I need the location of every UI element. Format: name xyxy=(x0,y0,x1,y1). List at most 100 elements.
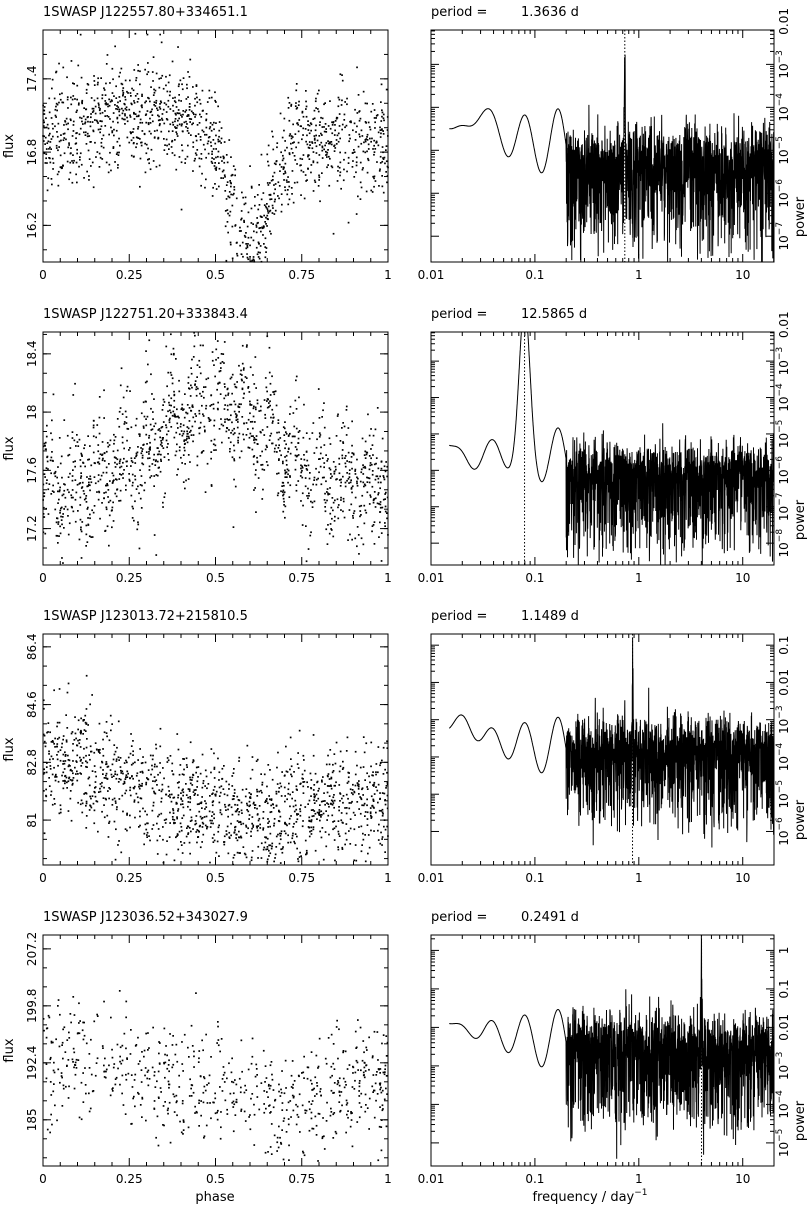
lightcurve-point xyxy=(269,844,272,847)
lightcurve-point xyxy=(173,393,176,396)
lightcurve-point xyxy=(288,817,291,820)
lightcurve-point xyxy=(56,476,58,479)
lightcurve-point xyxy=(132,507,134,510)
periodogram-frame xyxy=(430,29,775,263)
lightcurve-point xyxy=(59,509,62,512)
lightcurve-point xyxy=(45,766,48,768)
lightcurve-point xyxy=(268,194,271,196)
lightcurve-point xyxy=(304,128,307,130)
lightcurve-point xyxy=(102,754,105,757)
lightcurve-point xyxy=(47,127,50,130)
lightcurve-point xyxy=(223,765,225,767)
lightcurve-point xyxy=(80,732,82,735)
lightcurve-point xyxy=(220,142,222,144)
lightcurve-point xyxy=(322,812,325,815)
lightcurve-point xyxy=(375,811,377,814)
lightcurve-point xyxy=(305,853,307,856)
lightcurve-point xyxy=(139,797,142,799)
lightcurve-point xyxy=(241,344,244,347)
lightcurve-point xyxy=(303,769,306,772)
lightcurve-point xyxy=(323,426,326,429)
lightcurve-point xyxy=(334,515,336,518)
lightcurve-point xyxy=(70,147,72,149)
lightcurve-point xyxy=(111,798,114,801)
lightcurve-point xyxy=(324,831,327,833)
lightcurve-point xyxy=(64,774,67,777)
lightcurve-point xyxy=(342,766,345,769)
lightcurve-point xyxy=(81,811,84,814)
lightcurve-point xyxy=(195,139,198,142)
lightcurve-point xyxy=(226,209,229,211)
lightcurve-point xyxy=(313,784,316,786)
lightcurve-point xyxy=(277,820,280,822)
lightcurve-point xyxy=(340,481,342,484)
lightcurve-point xyxy=(72,394,75,396)
lightcurve-point xyxy=(55,745,58,748)
lightcurve-point xyxy=(74,382,76,385)
lightcurve-point xyxy=(369,496,372,498)
lightcurve-point xyxy=(60,515,62,518)
lightcurve-frame xyxy=(42,331,389,566)
lightcurve-point xyxy=(289,736,292,739)
lightcurve-point xyxy=(172,124,175,126)
lightcurve-point xyxy=(386,825,388,828)
lightcurve-ytick-label: 17.2 xyxy=(25,515,39,542)
lightcurve-point xyxy=(183,121,186,124)
lightcurve-point xyxy=(106,483,108,485)
lightcurve-point xyxy=(356,480,358,483)
lightcurve-xtick-label: 0.5 xyxy=(206,268,225,282)
lightcurve-point xyxy=(59,811,62,814)
lightcurve-point xyxy=(197,836,199,838)
lightcurve-point xyxy=(305,140,307,143)
lightcurve-point xyxy=(258,257,261,260)
lightcurve-point xyxy=(381,185,384,188)
lightcurve-point xyxy=(194,334,196,337)
lightcurve-point xyxy=(313,179,316,182)
lightcurve-point xyxy=(166,90,169,93)
lightcurve-point xyxy=(47,513,50,515)
lightcurve-point xyxy=(372,501,375,504)
lightcurve-point xyxy=(230,403,233,406)
lightcurve-point xyxy=(297,480,300,482)
lightcurve-point xyxy=(206,825,208,828)
lightcurve-point xyxy=(200,395,203,397)
lightcurve-point xyxy=(300,464,302,467)
lightcurve-point xyxy=(287,841,289,844)
lightcurve-point xyxy=(297,442,299,444)
lightcurve-point xyxy=(108,98,110,101)
lightcurve-point xyxy=(62,738,64,741)
lightcurve-point xyxy=(113,744,116,746)
lightcurve-point xyxy=(233,788,236,791)
lightcurve-point xyxy=(114,750,117,753)
lightcurve-point xyxy=(356,782,359,784)
lightcurve-point xyxy=(157,137,159,140)
lightcurve-point xyxy=(59,532,62,535)
lightcurve-point xyxy=(354,139,357,141)
lightcurve-point xyxy=(51,87,53,90)
lightcurve-point xyxy=(175,113,177,116)
lightcurve-point xyxy=(299,814,302,817)
lightcurve-point xyxy=(313,452,316,454)
lightcurve-point xyxy=(234,829,236,831)
lightcurve-point xyxy=(219,362,222,365)
lightcurve-point xyxy=(196,829,199,831)
lightcurve-point xyxy=(60,134,62,136)
lightcurve-point xyxy=(65,714,67,716)
lightcurve-point xyxy=(224,803,226,806)
lightcurve-point xyxy=(283,179,285,181)
lightcurve-point xyxy=(246,244,249,247)
lightcurve-point xyxy=(345,838,348,841)
lightcurve-point xyxy=(355,164,358,167)
lightcurve-point xyxy=(160,453,162,456)
lightcurve-point xyxy=(127,92,129,94)
lightcurve-point xyxy=(358,808,360,810)
lightcurve-point xyxy=(68,777,70,780)
lightcurve-point xyxy=(354,468,357,471)
lightcurve-point xyxy=(373,144,375,147)
lightcurve-point xyxy=(323,499,326,501)
lightcurve-point xyxy=(122,472,124,475)
lightcurve-point xyxy=(198,122,201,124)
lightcurve-point xyxy=(177,808,180,810)
lightcurve-point xyxy=(78,165,80,168)
lightcurve-point xyxy=(95,156,97,158)
